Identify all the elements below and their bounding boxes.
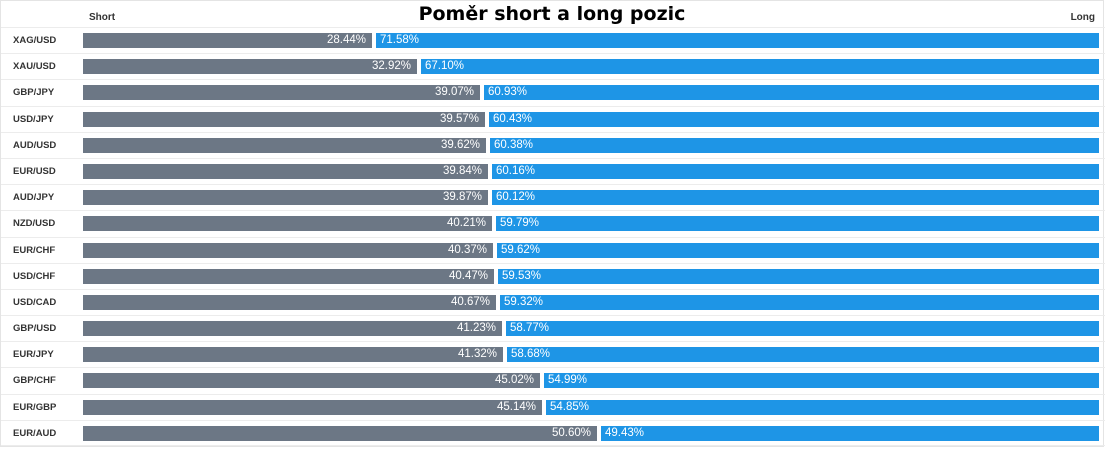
chart-row: GBP/JPY 39.07% 60.93% [1, 79, 1105, 105]
pair-label: EUR/JPY [13, 349, 54, 361]
long-bar: 58.77% [506, 321, 1099, 337]
short-bar: 39.84% [83, 163, 488, 179]
short-bar: 28.44% [83, 33, 372, 48]
chart-row: EUR/USD 39.84% 60.16% [1, 157, 1105, 184]
pair-label: EUR/CHF [13, 244, 56, 256]
short-bar: 40.47% [83, 268, 494, 284]
short-bar: 45.02% [83, 373, 540, 389]
long-bar: 60.43% [489, 111, 1099, 127]
chart-row: NZD/USD 40.21% 59.79% [1, 210, 1105, 236]
chart-row: EUR/GBP 45.14% 54.85% [1, 393, 1105, 420]
chart-row: USD/CHF 40.47% 59.53% [1, 262, 1105, 289]
long-bar: 71.58% [376, 33, 1099, 48]
chart-row: AUD/USD 39.62% 60.38% [1, 131, 1105, 158]
short-bar: 40.67% [83, 294, 496, 310]
chart-row: GBP/CHF 45.02% 54.99% [1, 367, 1105, 393]
long-bar: 59.79% [496, 216, 1099, 232]
pair-label: AUD/USD [13, 139, 57, 151]
pair-label: XAG/USD [13, 35, 57, 46]
short-bar: 40.37% [83, 242, 493, 258]
long-bar: 60.93% [484, 85, 1099, 101]
short-header: Short [89, 12, 116, 23]
short-bar: 39.57% [83, 111, 485, 127]
long-bar: 54.99% [544, 373, 1099, 389]
long-bar: 58.68% [507, 347, 1099, 363]
short-bar: 41.32% [83, 347, 503, 363]
short-bar: 39.62% [83, 137, 486, 153]
long-bar: 59.62% [497, 242, 1099, 258]
short-bar: 41.23% [83, 321, 502, 337]
pair-label: NZD/USD [13, 218, 56, 230]
chart-title: Poměr short a long pozic [418, 3, 686, 25]
long-bar: 59.53% [498, 268, 1099, 284]
long-bar: 54.85% [546, 399, 1099, 415]
pair-label: USD/CHF [13, 270, 56, 282]
chart-row: XAU/USD 32.92% 67.10% [1, 53, 1105, 79]
short-bar: 45.14% [83, 399, 542, 415]
short-bar: 39.07% [83, 85, 480, 101]
chart-row: AUD/JPY 39.87% 60.12% [1, 184, 1105, 210]
long-bar: 49.43% [601, 425, 1099, 441]
long-bar: 60.38% [490, 137, 1099, 153]
pair-label: EUR/AUD [13, 427, 57, 439]
pair-label: GBP/USD [13, 323, 57, 335]
chart-row: XAG/USD 28.44% 71.58% [1, 27, 1105, 53]
long-bar: 60.12% [492, 190, 1099, 206]
pair-label: AUD/JPY [13, 192, 55, 204]
chart-row: EUR/JPY 41.32% 58.68% [1, 341, 1105, 367]
pair-label: EUR/USD [13, 165, 56, 177]
short-bar: 39.87% [83, 190, 488, 206]
long-bar: 60.16% [492, 163, 1099, 179]
pair-label: USD/CAD [13, 296, 57, 308]
pair-label: USD/JPY [13, 113, 54, 125]
long-bar: 67.10% [421, 59, 1099, 75]
chart-row: GBP/USD 41.23% 58.77% [1, 315, 1105, 341]
short-bar: 32.92% [83, 59, 417, 75]
pair-label: GBP/JPY [13, 87, 55, 99]
short-bar: 50.60% [83, 425, 597, 441]
chart-row: USD/CAD 40.67% 59.32% [1, 288, 1105, 315]
chart-row: USD/JPY 39.57% 60.43% [1, 105, 1105, 132]
pair-label: EUR/GBP [13, 401, 57, 413]
pair-label: XAU/USD [13, 61, 56, 73]
short-bar: 40.21% [83, 216, 492, 232]
chart-row: EUR/AUD 50.60% 49.43% [1, 419, 1105, 446]
long-bar: 59.32% [500, 294, 1099, 310]
bar-rows: XAG/USD 28.44% 71.58% XAU/USD 32.92% 67.10% GB… [1, 27, 1105, 446]
chart-row: EUR/CHF 40.37% 59.62% [1, 236, 1105, 263]
pair-label: GBP/CHF [13, 375, 56, 387]
long-header: Long [1070, 12, 1095, 23]
